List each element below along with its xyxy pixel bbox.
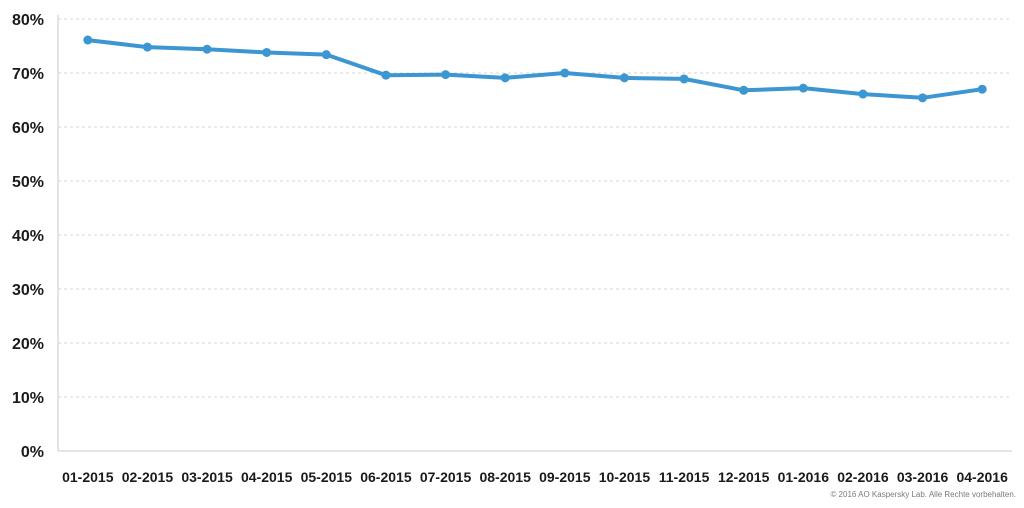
x-tick-label: 02-2015	[122, 469, 174, 485]
axes	[57, 15, 1012, 452]
x-tick-label: 11-2015	[659, 469, 710, 485]
data-point	[142, 42, 152, 52]
grid-lines	[58, 18, 1012, 398]
x-tick-label: 03-2015	[181, 469, 233, 485]
data-point	[381, 70, 391, 80]
x-tick-label: 10-2015	[599, 469, 651, 485]
x-tick-label: 06-2015	[360, 469, 412, 485]
y-tick-label: 40%	[12, 228, 44, 245]
data-point	[977, 84, 987, 94]
x-tick-label: 01-2016	[778, 469, 830, 485]
y-axis-tick-labels: 0% 10% 20% 30% 40% 50% 60% 70% 80%	[12, 12, 44, 461]
y-tick-label: 0%	[21, 444, 44, 461]
x-tick-label: 04-2015	[241, 469, 293, 485]
x-tick-label: 12-2015	[718, 469, 770, 485]
data-point	[679, 74, 689, 84]
data-point	[918, 93, 928, 103]
x-tick-label: 07-2015	[420, 469, 472, 485]
data-point	[739, 85, 749, 95]
x-tick-label: 03-2016	[897, 469, 949, 485]
x-tick-label: 09-2015	[539, 469, 591, 485]
data-point	[500, 73, 510, 83]
data-point	[560, 68, 570, 78]
series-line	[85, 38, 985, 100]
y-tick-label: 80%	[12, 12, 44, 29]
y-tick-label: 20%	[12, 336, 44, 353]
x-tick-label: 08-2015	[479, 469, 531, 485]
data-point	[858, 89, 868, 99]
data-point	[441, 70, 451, 80]
series	[83, 35, 987, 103]
y-tick-label: 50%	[12, 174, 44, 191]
x-tick-label: 04-2016	[956, 469, 1008, 485]
x-tick-label: 05-2015	[301, 469, 353, 485]
data-point	[619, 73, 629, 83]
data-point	[262, 47, 272, 57]
x-axis-tick-labels: 01-2015 02-2015 03-2015 04-2015 05-2015 06-20…	[62, 469, 1008, 485]
x-tick-label: 01-2015	[62, 469, 114, 485]
y-tick-label: 70%	[12, 66, 44, 83]
data-point	[83, 35, 93, 45]
y-tick-label: 30%	[12, 282, 44, 299]
x-tick-label: 02-2016	[837, 469, 889, 485]
y-tick-label: 60%	[12, 120, 44, 137]
data-point	[798, 83, 808, 93]
copyright-notice: © 2016 AO Kaspersky Lab. Alle Rechte vor…	[830, 490, 1016, 499]
y-tick-label: 10%	[12, 390, 44, 407]
data-point	[321, 50, 331, 60]
data-point	[202, 44, 212, 54]
